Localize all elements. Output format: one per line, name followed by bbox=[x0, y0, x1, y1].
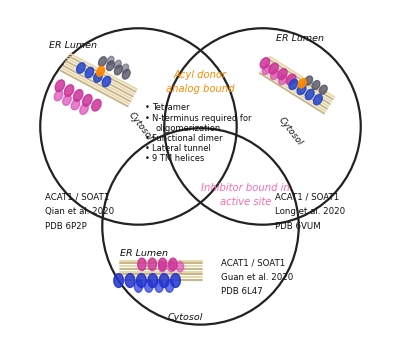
Text: Functional dimer: Functional dimer bbox=[152, 134, 223, 143]
Text: ER Lumen: ER Lumen bbox=[49, 41, 97, 50]
Polygon shape bbox=[305, 90, 314, 100]
Polygon shape bbox=[54, 90, 63, 101]
Polygon shape bbox=[148, 258, 156, 271]
Text: Cytosol: Cytosol bbox=[167, 313, 203, 322]
Polygon shape bbox=[63, 95, 71, 105]
Text: ACAT1 / SOAT1: ACAT1 / SOAT1 bbox=[45, 193, 110, 202]
Text: ACAT1 / SOAT1: ACAT1 / SOAT1 bbox=[275, 193, 339, 202]
Polygon shape bbox=[289, 79, 298, 89]
Text: ACAT1 / SOAT1: ACAT1 / SOAT1 bbox=[221, 258, 286, 267]
Polygon shape bbox=[297, 84, 306, 94]
Polygon shape bbox=[80, 104, 88, 114]
Polygon shape bbox=[305, 76, 312, 85]
Polygon shape bbox=[73, 90, 83, 101]
Text: Lateral tunnel: Lateral tunnel bbox=[152, 144, 211, 153]
Text: PDB 6P2P: PDB 6P2P bbox=[45, 221, 87, 230]
Polygon shape bbox=[262, 65, 270, 74]
Polygon shape bbox=[102, 76, 111, 87]
Polygon shape bbox=[148, 274, 158, 288]
Polygon shape bbox=[271, 70, 279, 80]
Polygon shape bbox=[99, 57, 106, 66]
Polygon shape bbox=[71, 99, 80, 110]
Polygon shape bbox=[159, 274, 169, 288]
Polygon shape bbox=[279, 75, 287, 85]
Polygon shape bbox=[114, 65, 122, 75]
Polygon shape bbox=[122, 64, 129, 73]
Text: ER Lumen: ER Lumen bbox=[119, 249, 168, 258]
Text: •: • bbox=[145, 154, 150, 163]
Text: •: • bbox=[145, 115, 150, 124]
Text: •: • bbox=[145, 134, 150, 143]
Polygon shape bbox=[298, 79, 306, 88]
Polygon shape bbox=[312, 81, 320, 90]
Polygon shape bbox=[114, 274, 124, 288]
Text: Inhibitor bound in
active site: Inhibitor bound in active site bbox=[201, 183, 290, 207]
Text: 9 TM helices: 9 TM helices bbox=[152, 154, 205, 163]
Polygon shape bbox=[107, 61, 114, 71]
Polygon shape bbox=[278, 69, 287, 80]
Polygon shape bbox=[286, 74, 296, 85]
Text: Cytosol: Cytosol bbox=[276, 116, 304, 147]
Polygon shape bbox=[169, 258, 177, 271]
Polygon shape bbox=[83, 94, 92, 106]
Polygon shape bbox=[125, 274, 135, 288]
Text: oligomerization: oligomerization bbox=[156, 125, 221, 134]
Polygon shape bbox=[122, 69, 130, 79]
Text: PDB 6VUM: PDB 6VUM bbox=[275, 221, 320, 230]
Polygon shape bbox=[168, 262, 175, 272]
Polygon shape bbox=[145, 280, 153, 292]
Text: •: • bbox=[145, 103, 150, 112]
Polygon shape bbox=[65, 85, 74, 97]
Polygon shape bbox=[158, 258, 167, 271]
Polygon shape bbox=[171, 274, 180, 288]
Polygon shape bbox=[55, 80, 65, 92]
Text: Tetramer: Tetramer bbox=[152, 103, 190, 112]
Polygon shape bbox=[138, 258, 146, 271]
Text: Acyl donor
analog bound: Acyl donor analog bound bbox=[166, 70, 235, 94]
Text: Qian et al. 2020: Qian et al. 2020 bbox=[45, 207, 115, 216]
Polygon shape bbox=[155, 280, 163, 292]
Polygon shape bbox=[137, 274, 146, 288]
Polygon shape bbox=[165, 280, 174, 292]
Text: Guan et al. 2020: Guan et al. 2020 bbox=[221, 273, 294, 282]
Polygon shape bbox=[107, 56, 114, 65]
Text: ER Lumen: ER Lumen bbox=[276, 34, 324, 43]
Polygon shape bbox=[97, 66, 104, 76]
Text: •: • bbox=[145, 144, 150, 153]
Text: Cytosol: Cytosol bbox=[126, 111, 154, 143]
Polygon shape bbox=[314, 94, 322, 105]
Text: PDB 6L47: PDB 6L47 bbox=[221, 287, 263, 296]
Polygon shape bbox=[260, 58, 269, 69]
Polygon shape bbox=[134, 280, 143, 292]
Polygon shape bbox=[159, 262, 166, 272]
Polygon shape bbox=[85, 67, 94, 78]
Text: N-terminus required for: N-terminus required for bbox=[152, 115, 252, 124]
Polygon shape bbox=[94, 72, 102, 82]
Text: Long et al. 2020: Long et al. 2020 bbox=[275, 207, 345, 216]
Polygon shape bbox=[92, 99, 101, 111]
Polygon shape bbox=[114, 60, 121, 69]
Polygon shape bbox=[177, 262, 184, 272]
Polygon shape bbox=[319, 85, 327, 94]
Polygon shape bbox=[269, 63, 278, 74]
Polygon shape bbox=[77, 63, 85, 73]
